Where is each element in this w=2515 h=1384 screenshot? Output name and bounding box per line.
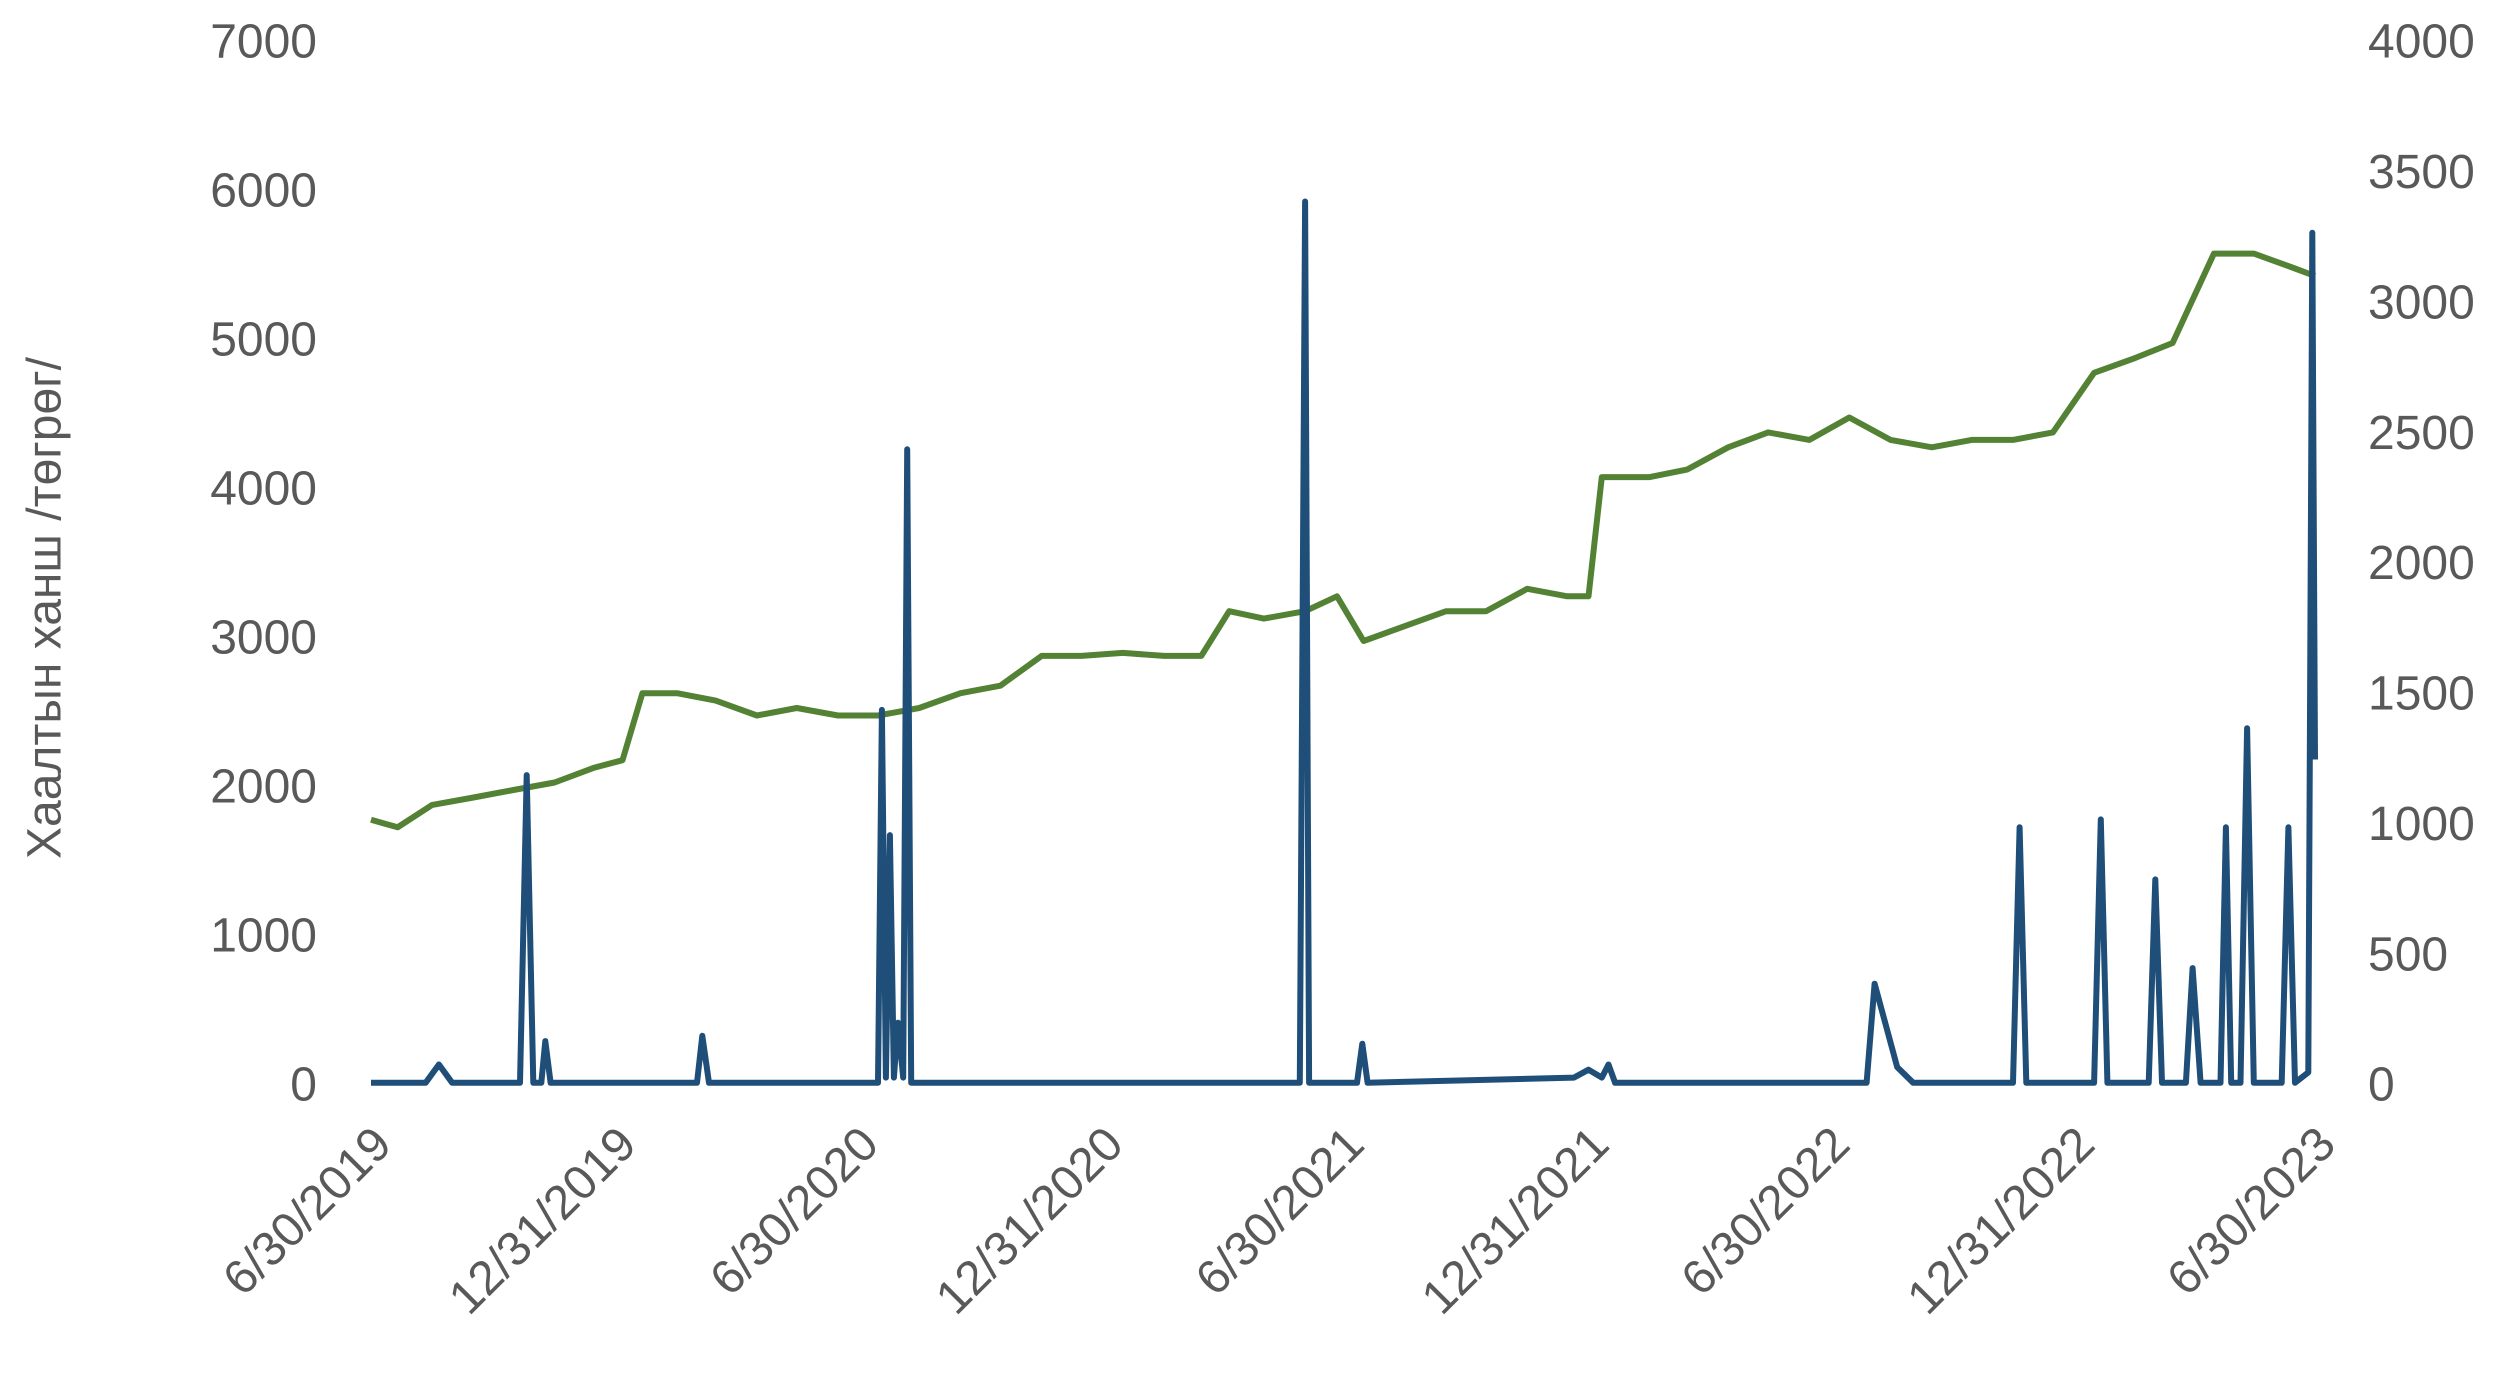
y-tick-label: 5000 xyxy=(210,314,317,367)
y2-tick-label: 0 xyxy=(2368,1059,2395,1112)
y-tick-label: 1000 xyxy=(210,910,317,963)
y-tick-label: 3000 xyxy=(210,612,317,665)
y-tick-label: 6000 xyxy=(210,165,317,218)
y2-tick-label: 2500 xyxy=(2368,407,2475,460)
x-tick-label: 6/30/2019 xyxy=(213,1117,401,1305)
data-line xyxy=(371,198,2318,1086)
x-tick-label: 6/30/2021 xyxy=(1186,1117,1374,1305)
y2-tick-label: 4000 xyxy=(2368,16,2475,69)
y-tick-label: 4000 xyxy=(210,463,317,516)
y2-tick-label: 500 xyxy=(2368,928,2448,981)
x-tick-label: 12/31/2020 xyxy=(926,1117,1133,1324)
x-tick-label: 6/30/2023 xyxy=(2157,1117,2345,1305)
x-tick-label: 6/30/2022 xyxy=(1672,1117,1860,1305)
y-tick-label: 0 xyxy=(290,1059,317,1112)
x-tick-label: 12/31/2022 xyxy=(1898,1117,2105,1324)
y2-tick-label: 1500 xyxy=(2368,668,2475,721)
y-tick-label: 7000 xyxy=(210,16,317,69)
x-tick-label: 12/31/2019 xyxy=(439,1117,646,1324)
y-tick-label: 2000 xyxy=(210,761,317,814)
y2-tick-label: 3000 xyxy=(2368,276,2475,329)
y-axis-title: Хаалтын ханш /төгрөг/ xyxy=(19,356,72,859)
x-tick-label: 12/31/2021 xyxy=(1412,1117,1619,1324)
x-tick-label: 6/30/2020 xyxy=(700,1117,888,1305)
data-line xyxy=(370,250,2317,831)
y2-tick-label: 3500 xyxy=(2368,146,2475,199)
y2-tick-label: 2000 xyxy=(2368,537,2475,590)
y2-tick-label: 1000 xyxy=(2368,798,2475,851)
